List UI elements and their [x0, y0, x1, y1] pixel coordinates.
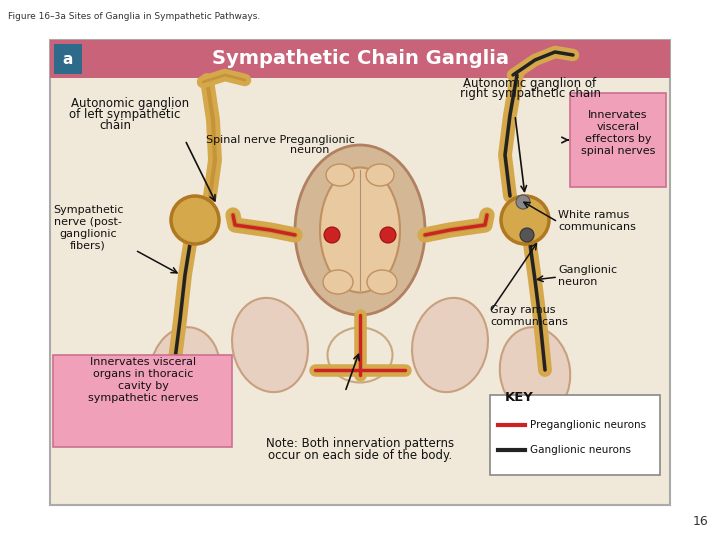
- Ellipse shape: [367, 270, 397, 294]
- Bar: [50, 40, 670, 78]
- Text: Ganglionic: Ganglionic: [558, 265, 617, 275]
- Circle shape: [324, 227, 340, 243]
- Text: organs in thoracic: organs in thoracic: [93, 369, 193, 379]
- Text: White ramus: White ramus: [558, 210, 629, 220]
- Ellipse shape: [412, 298, 488, 392]
- Ellipse shape: [328, 327, 392, 382]
- Ellipse shape: [295, 145, 425, 315]
- Text: right sympathetic chain: right sympathetic chain: [459, 87, 600, 100]
- Ellipse shape: [232, 298, 308, 392]
- Text: of left sympathetic: of left sympathetic: [69, 108, 181, 121]
- Text: a: a: [63, 51, 73, 66]
- Text: nerve (post-: nerve (post-: [54, 217, 122, 227]
- Text: Preganglionic neurons: Preganglionic neurons: [530, 420, 646, 430]
- Text: Gray ramus: Gray ramus: [490, 305, 556, 315]
- Text: effectors by: effectors by: [585, 134, 652, 144]
- Bar: [54, 44, 82, 74]
- Text: cavity by: cavity by: [117, 381, 168, 391]
- Text: neuron: neuron: [290, 145, 330, 155]
- Text: Sympathetic Chain Ganglia: Sympathetic Chain Ganglia: [212, 50, 508, 69]
- Ellipse shape: [501, 196, 549, 244]
- Text: chain: chain: [99, 119, 131, 132]
- Text: Innervates: Innervates: [588, 110, 648, 120]
- Text: visceral: visceral: [596, 122, 639, 132]
- Text: Autonomic ganglion: Autonomic ganglion: [71, 97, 189, 110]
- Ellipse shape: [323, 270, 353, 294]
- Text: ganglionic: ganglionic: [59, 229, 117, 239]
- Text: Note: Both innervation patterns: Note: Both innervation patterns: [266, 437, 454, 450]
- Text: 16: 16: [692, 515, 708, 528]
- Text: fibers): fibers): [70, 241, 106, 251]
- FancyBboxPatch shape: [570, 93, 666, 187]
- Circle shape: [380, 227, 396, 243]
- Text: Innervates visceral: Innervates visceral: [90, 357, 196, 367]
- FancyBboxPatch shape: [53, 355, 232, 447]
- Text: Ganglionic neurons: Ganglionic neurons: [530, 445, 631, 455]
- Text: Spinal nerve Preganglionic: Spinal nerve Preganglionic: [206, 135, 354, 145]
- Text: Sympathetic: Sympathetic: [53, 205, 123, 215]
- Circle shape: [516, 195, 530, 209]
- Text: Autonomic ganglion of: Autonomic ganglion of: [464, 77, 597, 90]
- Ellipse shape: [150, 327, 220, 417]
- Bar: [50, 40, 670, 505]
- Text: communicans: communicans: [558, 222, 636, 232]
- Text: neuron: neuron: [558, 277, 598, 287]
- Text: occur on each side of the body.: occur on each side of the body.: [268, 449, 452, 462]
- Ellipse shape: [171, 196, 219, 244]
- Circle shape: [520, 228, 534, 242]
- Bar: [490, 395, 660, 475]
- Text: KEY: KEY: [505, 391, 534, 404]
- Text: sympathetic nerves: sympathetic nerves: [88, 393, 198, 403]
- Ellipse shape: [320, 167, 400, 293]
- Text: communicans: communicans: [490, 317, 568, 327]
- Text: spinal nerves: spinal nerves: [581, 146, 655, 156]
- Ellipse shape: [326, 164, 354, 186]
- Ellipse shape: [500, 327, 570, 417]
- Text: Figure 16–3a Sites of Ganglia in Sympathetic Pathways.: Figure 16–3a Sites of Ganglia in Sympath…: [8, 12, 260, 21]
- Ellipse shape: [366, 164, 394, 186]
